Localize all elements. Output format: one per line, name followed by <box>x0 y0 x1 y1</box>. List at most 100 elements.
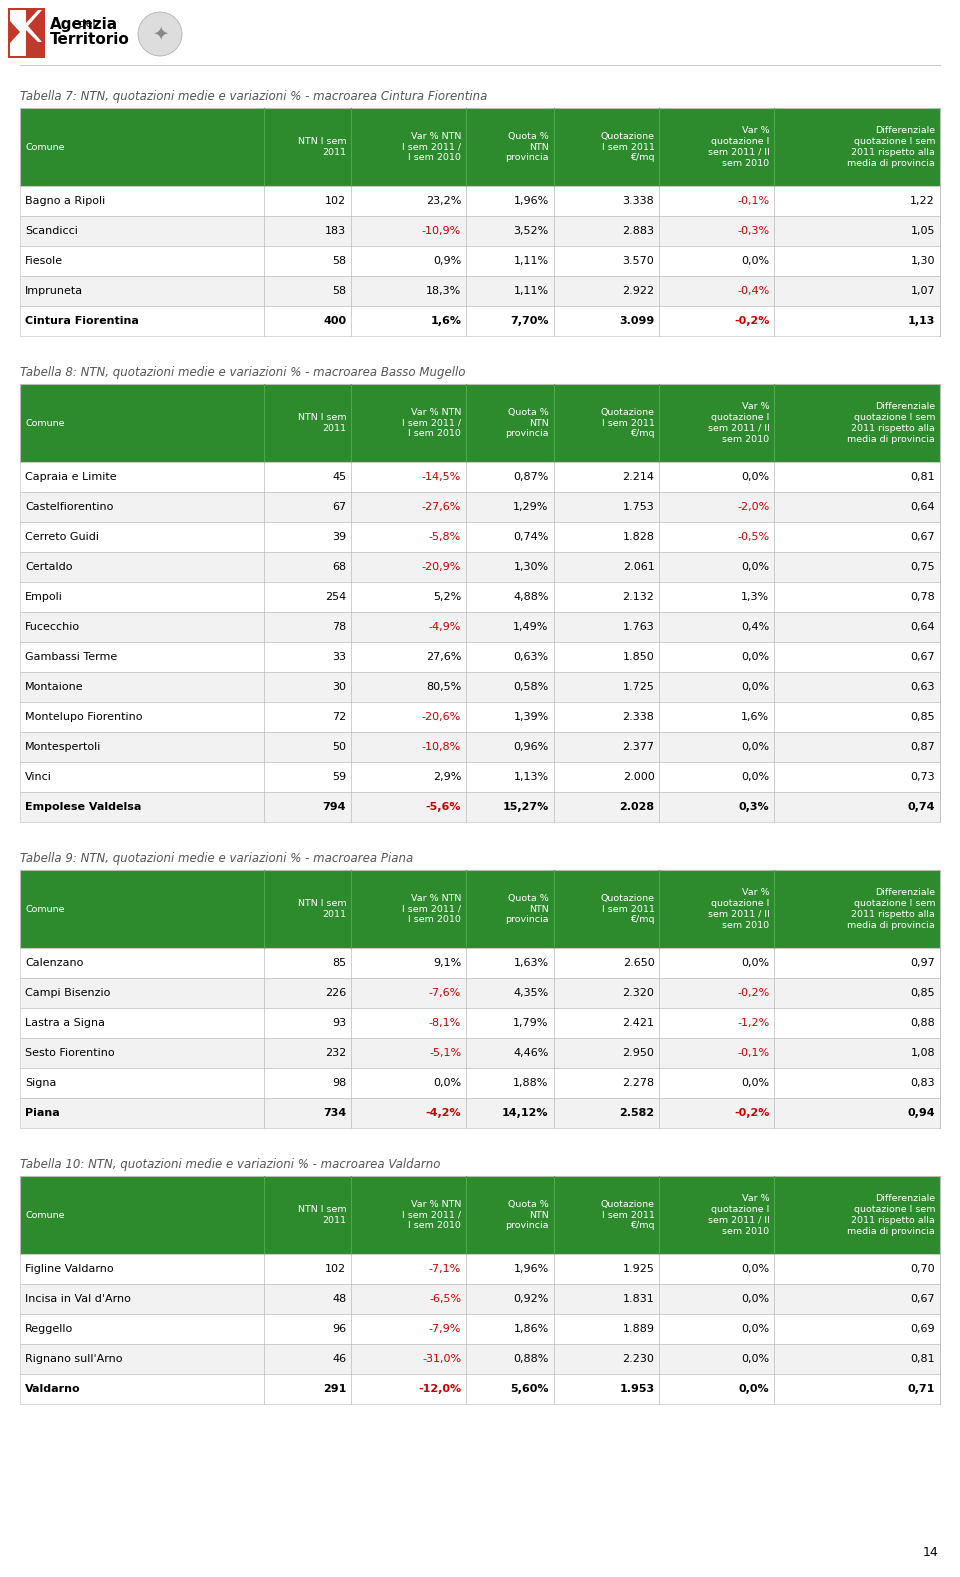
Text: 39: 39 <box>332 531 347 542</box>
Text: -5,1%: -5,1% <box>429 1049 461 1058</box>
Bar <box>20 1098 940 1128</box>
Text: -10,8%: -10,8% <box>422 743 461 752</box>
Text: Comune: Comune <box>25 418 64 427</box>
Text: 2.421: 2.421 <box>622 1019 655 1028</box>
Text: -0,2%: -0,2% <box>734 1109 769 1118</box>
Text: Tabella 10: NTN, quotazioni medie e variazioni % - macroarea Valdarno: Tabella 10: NTN, quotazioni medie e vari… <box>20 1158 441 1170</box>
Text: 0,85: 0,85 <box>910 989 935 998</box>
Text: 254: 254 <box>324 591 347 602</box>
Bar <box>20 1314 940 1344</box>
Bar <box>20 702 940 732</box>
Text: Comune: Comune <box>25 1211 64 1219</box>
Bar <box>20 276 940 306</box>
Text: NTN I sem
2011: NTN I sem 2011 <box>298 899 347 919</box>
Text: 1,96%: 1,96% <box>514 196 548 207</box>
Text: -20,6%: -20,6% <box>422 711 461 722</box>
Text: 0,0%: 0,0% <box>741 1325 769 1334</box>
Text: 1,22: 1,22 <box>910 196 935 207</box>
Text: -7,6%: -7,6% <box>429 989 461 998</box>
Text: 2.582: 2.582 <box>619 1109 655 1118</box>
Text: 1,07: 1,07 <box>910 285 935 296</box>
Text: 0,67: 0,67 <box>910 1295 935 1304</box>
Text: 2.061: 2.061 <box>623 561 655 572</box>
Text: Scandicci: Scandicci <box>25 226 78 237</box>
Text: 1,63%: 1,63% <box>514 957 548 968</box>
Text: 0,92%: 0,92% <box>514 1295 548 1304</box>
Text: -20,9%: -20,9% <box>421 561 461 572</box>
Text: Impruneta: Impruneta <box>25 285 84 296</box>
Text: 3,52%: 3,52% <box>514 226 548 237</box>
Bar <box>20 792 940 822</box>
Text: -0,1%: -0,1% <box>737 1049 769 1058</box>
Text: -0,5%: -0,5% <box>737 531 769 542</box>
Text: -0,2%: -0,2% <box>734 315 769 326</box>
Text: 0,0%: 0,0% <box>741 561 769 572</box>
Bar <box>20 1068 940 1098</box>
Text: Calenzano: Calenzano <box>25 957 84 968</box>
Text: 67: 67 <box>332 501 347 513</box>
Text: Differenziale
quotazione I sem
2011 rispetto alla
media di provincia: Differenziale quotazione I sem 2011 risp… <box>848 888 935 929</box>
Bar <box>20 1374 940 1404</box>
Text: 4,35%: 4,35% <box>514 989 548 998</box>
Text: 5,2%: 5,2% <box>433 591 461 602</box>
Text: Quota %
NTN
provincia: Quota % NTN provincia <box>505 1200 548 1230</box>
Text: 1,13%: 1,13% <box>514 773 548 782</box>
Text: 0,0%: 0,0% <box>739 1385 769 1394</box>
Text: Var % NTN
I sem 2011 /
I sem 2010: Var % NTN I sem 2011 / I sem 2010 <box>402 408 461 438</box>
Text: 2.214: 2.214 <box>622 472 655 483</box>
Text: 2.230: 2.230 <box>622 1355 655 1364</box>
Text: 58: 58 <box>332 255 347 267</box>
Text: Var % NTN
I sem 2011 /
I sem 2010: Var % NTN I sem 2011 / I sem 2010 <box>402 894 461 924</box>
Text: 3.099: 3.099 <box>619 315 655 326</box>
Text: 291: 291 <box>323 1385 347 1394</box>
Text: 0,73: 0,73 <box>910 773 935 782</box>
Text: -1,2%: -1,2% <box>737 1019 769 1028</box>
Bar <box>20 582 940 612</box>
Text: Fucecchio: Fucecchio <box>25 621 80 632</box>
Text: 30: 30 <box>332 681 347 692</box>
Text: 226: 226 <box>324 989 347 998</box>
Text: 4,88%: 4,88% <box>513 591 548 602</box>
Text: 0,3%: 0,3% <box>739 803 769 812</box>
Text: 0,9%: 0,9% <box>433 255 461 267</box>
Text: 2.377: 2.377 <box>622 743 655 752</box>
Text: 46: 46 <box>332 1355 347 1364</box>
Bar <box>20 246 940 276</box>
Text: 33: 33 <box>332 651 347 662</box>
Text: Incisa in Val d'Arno: Incisa in Val d'Arno <box>25 1295 131 1304</box>
Text: -0,2%: -0,2% <box>737 989 769 998</box>
Text: Montaione: Montaione <box>25 681 84 692</box>
Bar <box>20 1284 940 1314</box>
Text: -31,0%: -31,0% <box>422 1355 461 1364</box>
Text: -2,0%: -2,0% <box>737 501 769 513</box>
Text: 15,27%: 15,27% <box>502 803 548 812</box>
Text: Empoli: Empoli <box>25 591 62 602</box>
Text: 1,6%: 1,6% <box>741 711 769 722</box>
Text: 0,87%: 0,87% <box>514 472 548 483</box>
Text: 0,97: 0,97 <box>910 957 935 968</box>
Text: 0,94: 0,94 <box>907 1109 935 1118</box>
Text: 78: 78 <box>332 621 347 632</box>
Text: Territorio: Territorio <box>50 33 130 47</box>
Bar <box>8 8 45 58</box>
Text: Sesto Fiorentino: Sesto Fiorentino <box>25 1049 114 1058</box>
Text: Quotazione
I sem 2011
€/mq: Quotazione I sem 2011 €/mq <box>600 132 655 162</box>
Text: 2.278: 2.278 <box>622 1079 655 1088</box>
Text: 0,67: 0,67 <box>910 651 935 662</box>
Bar <box>20 1344 940 1374</box>
Bar <box>20 492 940 522</box>
Text: 0,74%: 0,74% <box>514 531 548 542</box>
Text: -10,9%: -10,9% <box>422 226 461 237</box>
Text: 0,87: 0,87 <box>910 743 935 752</box>
Text: 102: 102 <box>325 1265 347 1274</box>
Text: Bagno a Ripoli: Bagno a Ripoli <box>25 196 106 207</box>
Text: Quota %
NTN
provincia: Quota % NTN provincia <box>505 132 548 162</box>
Text: 1,11%: 1,11% <box>514 255 548 267</box>
Text: 2.132: 2.132 <box>622 591 655 602</box>
Text: 1,86%: 1,86% <box>514 1325 548 1334</box>
Text: -14,5%: -14,5% <box>422 472 461 483</box>
Text: Tabella 7: NTN, quotazioni medie e variazioni % - macroarea Cintura Fiorentina: Tabella 7: NTN, quotazioni medie e varia… <box>20 90 488 103</box>
Bar <box>20 1038 940 1068</box>
Text: Signa: Signa <box>25 1079 57 1088</box>
Text: Capraia e Limite: Capraia e Limite <box>25 472 116 483</box>
